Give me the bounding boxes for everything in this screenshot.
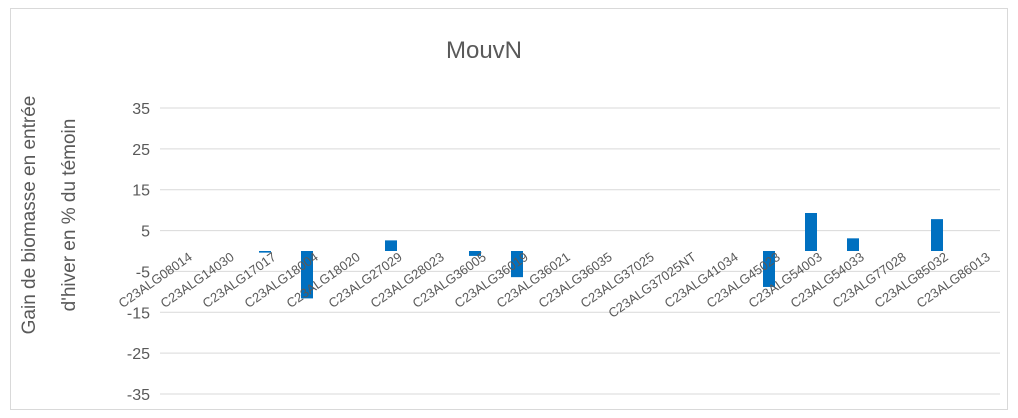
grid [160, 107, 1000, 395]
x-tick-label: C23ALG86013 [914, 249, 993, 311]
y-tick-label: -15 [127, 305, 150, 322]
x-tick-labels: C23ALG08014C23ALG14030C23ALG17017C23ALG1… [116, 249, 993, 321]
bar [763, 251, 775, 287]
bar [511, 251, 523, 278]
chart-title: MouvN [446, 37, 522, 64]
bar [301, 251, 313, 299]
y-tick-labels: -35 -25 -15 -5 5 15 25 35 [127, 101, 150, 404]
y-axis-label: Gain de biomasse en entrée d'hiver en % … [19, 96, 80, 335]
y-tick-label: 25 [132, 142, 150, 159]
bar [805, 213, 817, 251]
bar [385, 240, 397, 251]
bar [931, 219, 943, 251]
y-tick-label: -25 [127, 346, 150, 363]
y-tick-label: 15 [132, 183, 150, 200]
y-tick-label: -5 [136, 264, 150, 281]
y-tick-label: 35 [132, 101, 150, 118]
bar [259, 251, 271, 253]
y-axis-label-line-1: Gain de biomasse en entrée [19, 96, 40, 335]
bars [259, 213, 943, 299]
y-tick-label: -35 [127, 387, 150, 404]
y-tick-label: 5 [141, 224, 150, 241]
bar [847, 238, 859, 251]
bar [469, 251, 481, 256]
y-axis-label-line-2: d'hiver en % du témoin [59, 119, 80, 312]
chart-frame [10, 8, 1008, 410]
